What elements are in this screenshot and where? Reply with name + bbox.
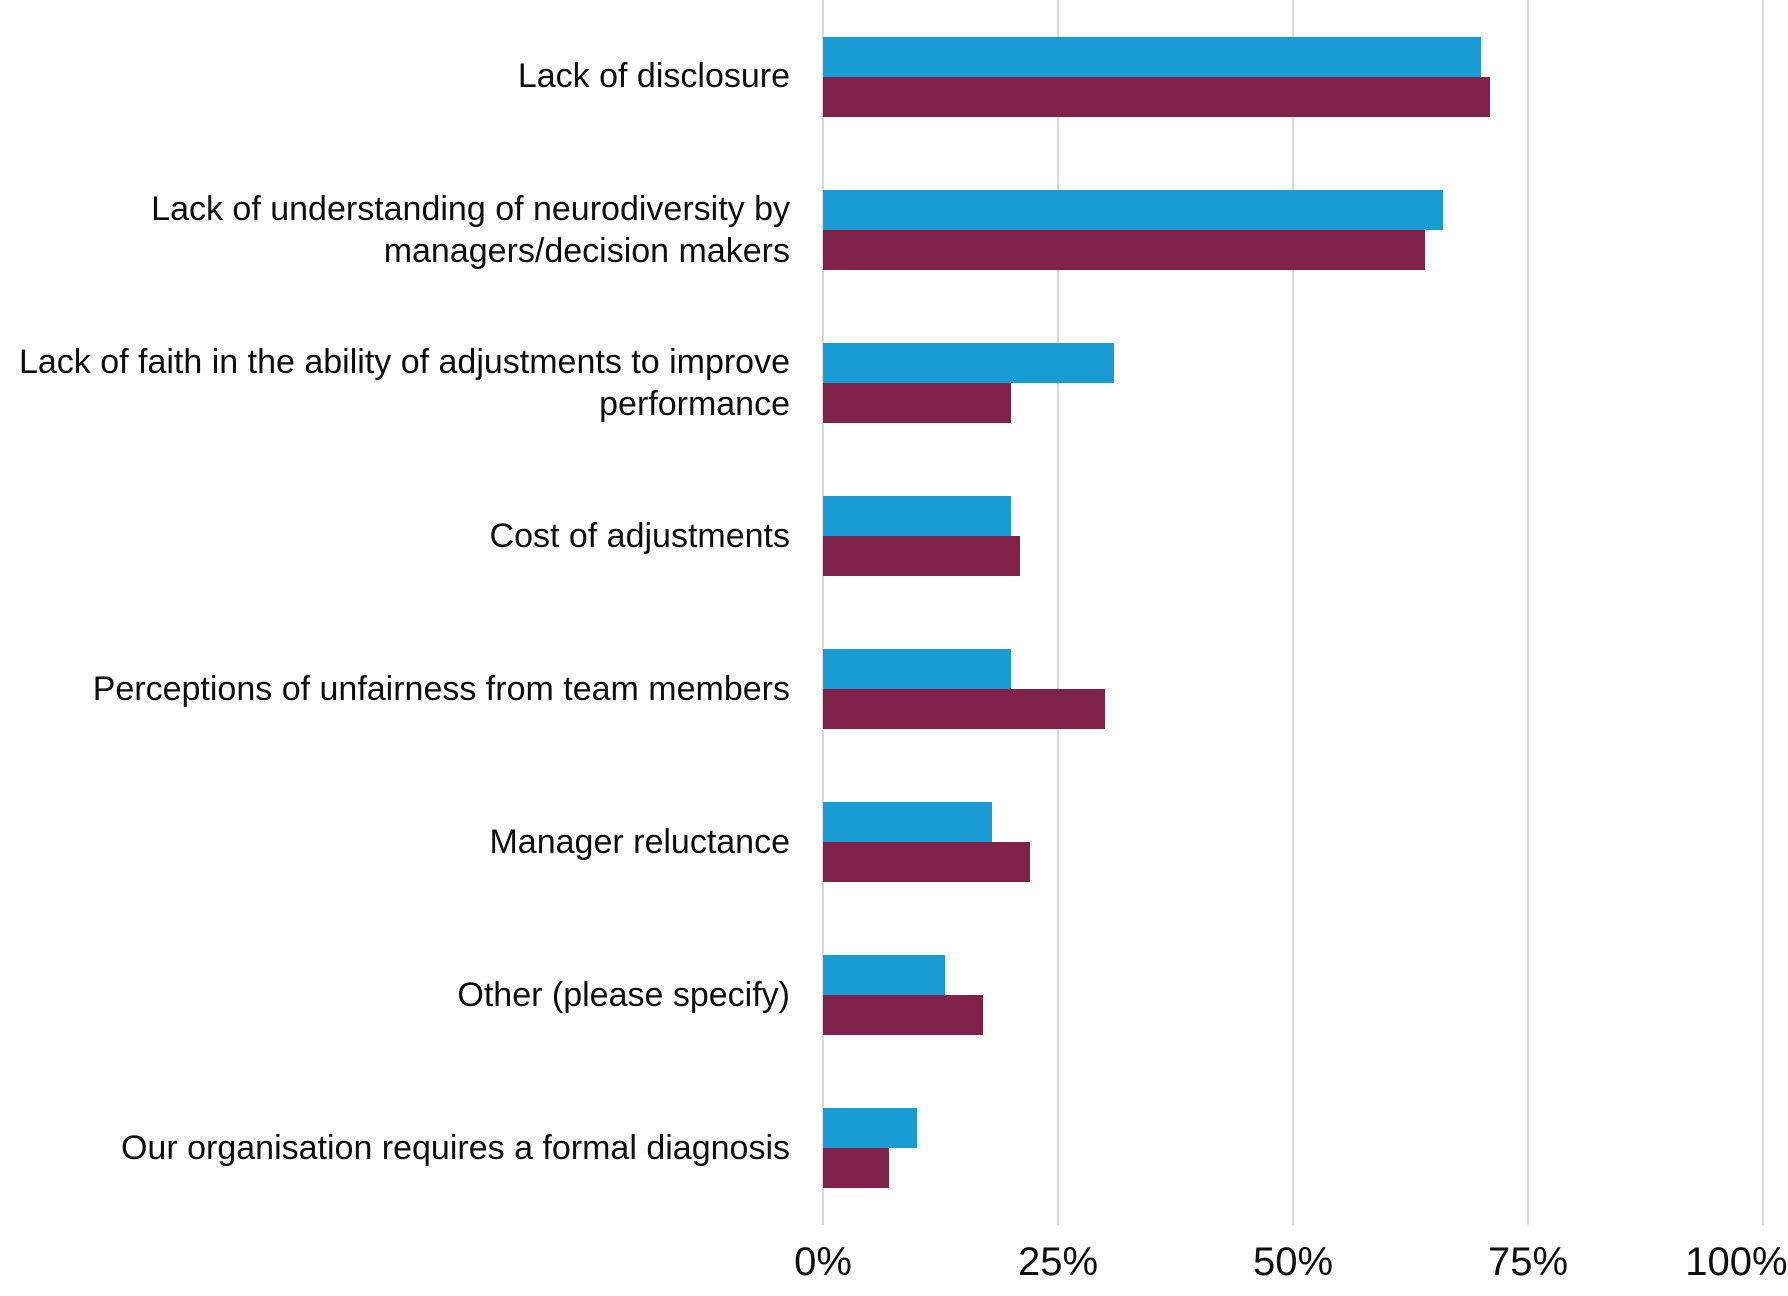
category-label: Lack of understanding of neurodiversity … — [151, 189, 790, 270]
chart-rows: Lack of disclosure Lack of understanding… — [0, 0, 1788, 1225]
bar-maroon-series — [823, 229, 1425, 270]
bar-pair — [823, 495, 1763, 576]
bar-pair — [823, 342, 1763, 423]
x-tick-label-75pct: 75% — [1487, 1240, 1569, 1284]
chart-row: Lack of disclosure — [0, 0, 1788, 153]
gridline-75 — [1527, 0, 1529, 1225]
bar-blue-series — [823, 36, 1481, 77]
chart-row: Lack of faith in the ability of adjustme… — [0, 306, 1788, 459]
gridline-50 — [1292, 0, 1294, 1225]
category-label: Perceptions of unfairness from team memb… — [92, 669, 790, 708]
x-axis: 0% 25% 50% 75% 100% — [794, 1240, 1787, 1296]
category-label: Our organisation requires a formal diagn… — [120, 1129, 790, 1168]
bar-blue-series — [823, 342, 1115, 383]
bar-maroon-series — [823, 689, 1105, 730]
category-label: Cost of adjustments — [489, 516, 790, 555]
chart-row: Other (please specify) — [0, 919, 1788, 1072]
bar-blue-series — [823, 649, 1011, 690]
category-label: Lack of disclosure — [517, 57, 790, 96]
bar-maroon-series — [823, 76, 1491, 117]
x-tick-label-100pct: 100% — [1685, 1240, 1788, 1284]
bar-maroon-series — [823, 995, 983, 1036]
bar-maroon-series — [823, 382, 1011, 423]
bar-pair — [823, 189, 1763, 270]
bar-maroon-series — [823, 1148, 889, 1189]
gridline-25 — [1057, 0, 1059, 1225]
bar-blue-series — [823, 495, 1011, 536]
x-tick-label-25pct: 25% — [1017, 1240, 1099, 1284]
bar-blue-series — [823, 955, 946, 996]
bar-blue-series — [823, 802, 993, 843]
bar-pair — [823, 802, 1763, 883]
bar-pair — [823, 649, 1763, 730]
bar-blue-series — [823, 1108, 917, 1149]
chart-row: Lack of understanding of neurodiversity … — [0, 153, 1788, 306]
chart-row: Our organisation requires a formal diagn… — [0, 1072, 1788, 1225]
bar-blue-series — [823, 189, 1444, 230]
x-tick-label-0pct: 0% — [794, 1240, 852, 1284]
gridline-100 — [1762, 0, 1764, 1225]
x-tick-label-50pct: 50% — [1252, 1240, 1334, 1284]
bar-pair — [823, 36, 1763, 117]
category-label: Other (please specify) — [457, 976, 790, 1015]
category-label: Manager reluctance — [489, 823, 790, 862]
chart-row: Manager reluctance — [0, 766, 1788, 919]
chart-row: Perceptions of unfairness from team memb… — [0, 613, 1788, 766]
bar-pair — [823, 955, 1763, 1036]
plot-area — [822, 0, 1764, 1225]
bar-maroon-series — [823, 842, 1030, 883]
chart-row: Cost of adjustments — [0, 459, 1788, 612]
bar-maroon-series — [823, 535, 1021, 576]
gridline-0 — [822, 0, 824, 1225]
category-label: Lack of faith in the ability of adjustme… — [18, 342, 790, 423]
bar-pair — [823, 1108, 1763, 1189]
